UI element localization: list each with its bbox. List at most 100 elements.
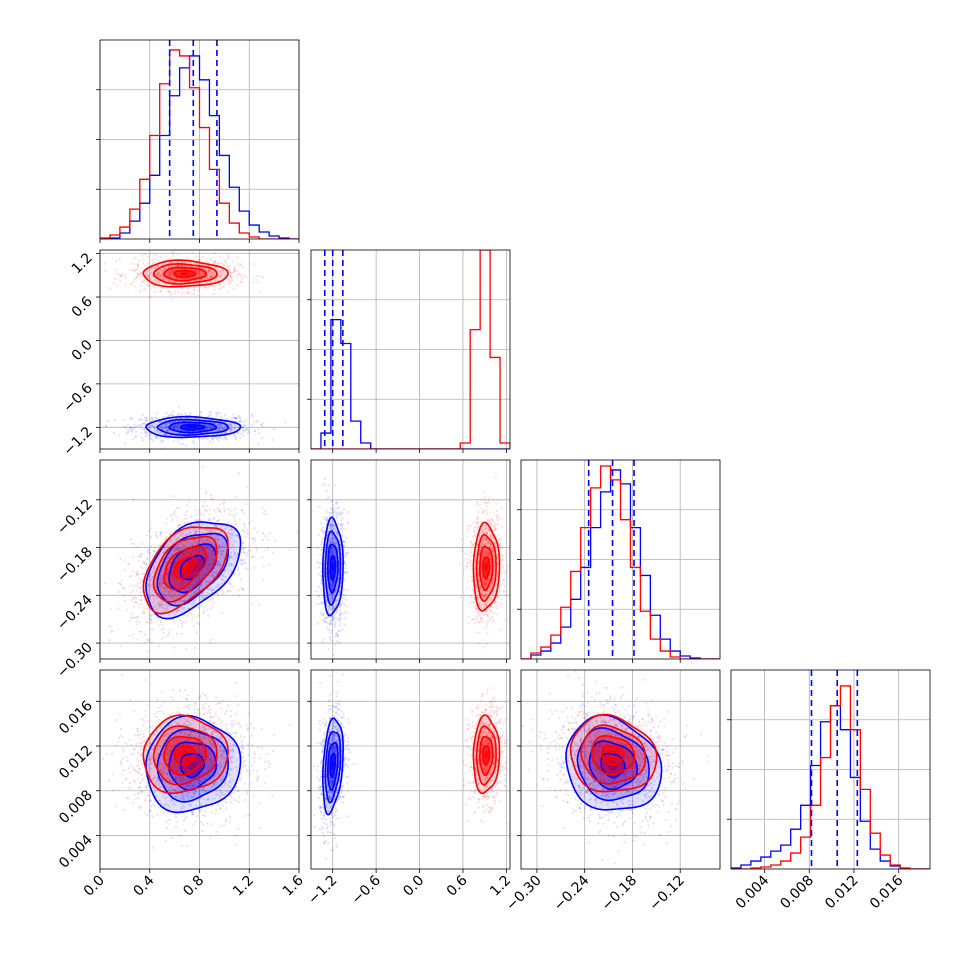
scatter-point bbox=[177, 556, 180, 560]
scatter-point bbox=[142, 262, 145, 265]
scatter-point bbox=[180, 533, 183, 537]
scatter-point bbox=[210, 426, 214, 430]
scatter-point bbox=[205, 580, 208, 584]
scatter-point bbox=[118, 257, 121, 261]
scatter-point bbox=[170, 268, 173, 271]
scatter-point bbox=[165, 577, 169, 580]
scatter-point bbox=[221, 574, 224, 577]
scatter-point bbox=[317, 594, 321, 597]
scatter-point bbox=[207, 414, 210, 417]
scatter-point bbox=[240, 509, 243, 512]
scatter-point bbox=[159, 421, 162, 424]
scatter-point bbox=[341, 528, 344, 531]
scatter-point bbox=[338, 513, 341, 516]
scatter-point bbox=[235, 417, 238, 420]
scatter-point bbox=[218, 276, 222, 279]
scatter-point bbox=[140, 436, 144, 439]
scatter-point bbox=[227, 559, 230, 562]
scatter-point bbox=[147, 584, 150, 587]
scatter-point bbox=[142, 612, 145, 615]
scatter-point bbox=[329, 550, 332, 554]
scatter-point bbox=[176, 427, 179, 430]
scatter-point bbox=[237, 569, 240, 572]
scatter-point bbox=[195, 271, 199, 275]
scatter-point bbox=[137, 615, 140, 618]
scatter-point bbox=[151, 601, 154, 604]
scatter-point bbox=[169, 271, 172, 274]
scatter-point bbox=[333, 548, 336, 551]
scatter-point bbox=[224, 431, 227, 434]
histogram-red-series bbox=[311, 250, 510, 449]
scatter-point bbox=[208, 513, 211, 516]
scatter-point bbox=[331, 528, 335, 531]
scatter-point bbox=[213, 558, 216, 561]
scatter-point bbox=[334, 510, 337, 514]
scatter-point bbox=[328, 483, 331, 487]
scatter-point bbox=[165, 434, 168, 437]
scatter-point bbox=[241, 265, 244, 269]
scatter-point bbox=[203, 538, 206, 541]
scatter-point bbox=[217, 439, 220, 442]
scatter-point bbox=[158, 600, 161, 603]
scatter-point bbox=[328, 511, 331, 514]
density-fill-red bbox=[180, 272, 190, 276]
scatter-point bbox=[246, 567, 249, 570]
scatter-point bbox=[172, 495, 175, 498]
scatter-point bbox=[485, 505, 488, 508]
scatter-point bbox=[329, 541, 333, 544]
scatter-point bbox=[478, 621, 481, 624]
scatter-point bbox=[199, 273, 202, 276]
scatter-point bbox=[316, 622, 319, 625]
scatter-point bbox=[154, 254, 157, 257]
scatter-point bbox=[160, 603, 163, 607]
scatter-point bbox=[194, 532, 197, 535]
scatter-point bbox=[149, 296, 153, 299]
scatter-point bbox=[199, 511, 202, 515]
scatter-point bbox=[340, 603, 343, 606]
scatter-point bbox=[195, 518, 198, 521]
scatter-point bbox=[161, 637, 164, 640]
scatter-point bbox=[218, 429, 221, 432]
scatter-point bbox=[217, 423, 220, 426]
scatter-point bbox=[116, 285, 119, 288]
scatter-point bbox=[217, 544, 220, 547]
scatter-point bbox=[182, 551, 185, 555]
scatter-point bbox=[202, 256, 205, 259]
scatter-point bbox=[206, 286, 209, 289]
scatter-point bbox=[194, 571, 197, 574]
scatter-point bbox=[191, 543, 194, 546]
scatter-point bbox=[151, 439, 154, 442]
scatter-point bbox=[212, 575, 215, 578]
scatter-point bbox=[476, 517, 479, 520]
scatter-point bbox=[147, 547, 150, 551]
scatter-point bbox=[177, 547, 180, 551]
scatter-point bbox=[256, 275, 259, 278]
scatter-point bbox=[178, 428, 181, 431]
scatter-point bbox=[230, 546, 233, 549]
scatter-point bbox=[224, 436, 227, 439]
scatter-point bbox=[162, 269, 165, 272]
scatter-point bbox=[217, 428, 220, 431]
scatter-point bbox=[133, 616, 136, 619]
scatter-point bbox=[190, 554, 193, 557]
scatter-point bbox=[180, 599, 183, 603]
scatter-point bbox=[321, 601, 324, 604]
scatter-point bbox=[222, 263, 225, 266]
scatter-point bbox=[196, 549, 199, 552]
scatter-point bbox=[160, 440, 163, 443]
scatter-point bbox=[137, 263, 140, 266]
scatter-point bbox=[196, 273, 199, 276]
scatter-point bbox=[205, 580, 208, 583]
scatter-point bbox=[204, 508, 207, 511]
scatter-point bbox=[485, 592, 488, 596]
scatter-point bbox=[176, 426, 179, 429]
scatter-point bbox=[177, 290, 180, 293]
scatter-point bbox=[216, 437, 219, 440]
scatter-point bbox=[131, 612, 134, 616]
scatter-point bbox=[480, 593, 483, 596]
scatter-point bbox=[131, 570, 134, 573]
scatter-point bbox=[128, 426, 131, 429]
scatter-point bbox=[229, 551, 232, 555]
scatter-point bbox=[343, 571, 346, 575]
scatter-point bbox=[197, 269, 200, 273]
